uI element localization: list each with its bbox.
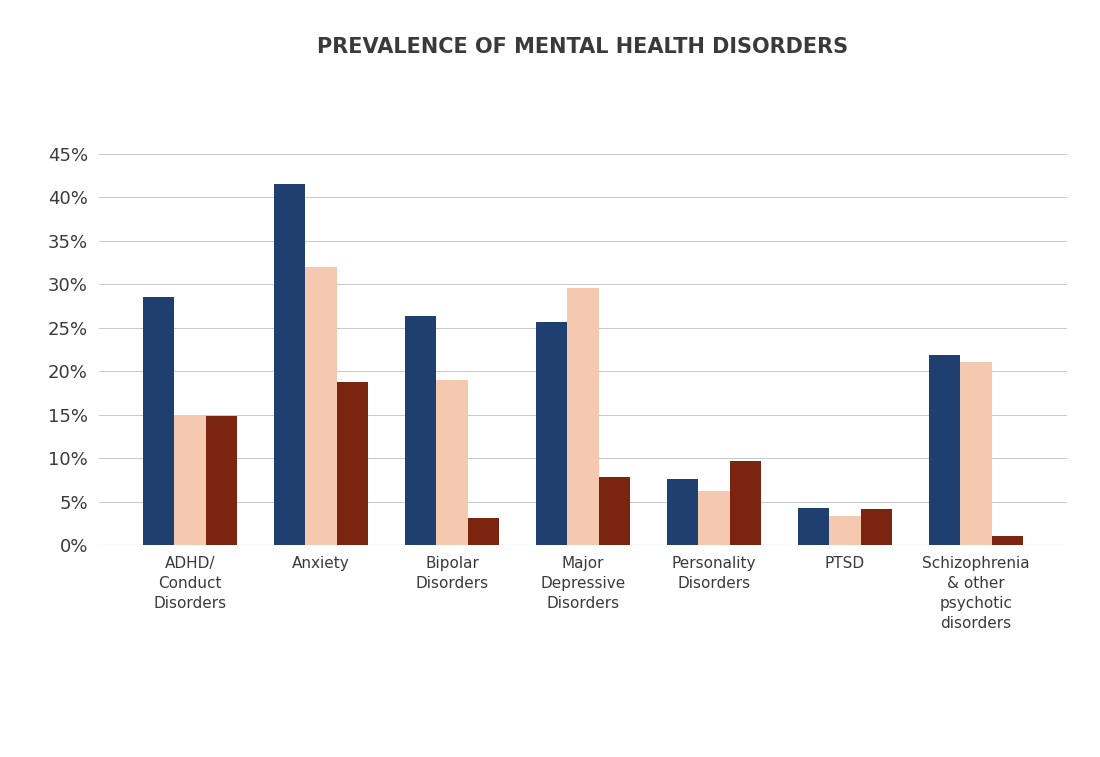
Bar bbox=[928, 354, 960, 545]
Bar bbox=[143, 298, 175, 545]
Bar bbox=[798, 508, 829, 545]
Bar bbox=[829, 516, 860, 545]
Bar bbox=[306, 266, 337, 545]
Bar bbox=[860, 509, 892, 545]
Bar bbox=[667, 479, 698, 545]
Bar bbox=[337, 382, 368, 545]
Bar bbox=[206, 416, 238, 545]
Bar bbox=[568, 288, 598, 545]
Bar bbox=[175, 415, 206, 545]
Bar bbox=[698, 491, 729, 545]
Bar bbox=[729, 461, 761, 545]
Bar bbox=[437, 380, 468, 545]
Bar bbox=[991, 537, 1023, 545]
Bar bbox=[598, 477, 630, 545]
Bar bbox=[536, 322, 568, 545]
Bar bbox=[468, 518, 499, 545]
Bar bbox=[960, 363, 991, 545]
Bar bbox=[274, 184, 306, 545]
Title: PREVALENCE OF MENTAL HEALTH DISORDERS: PREVALENCE OF MENTAL HEALTH DISORDERS bbox=[318, 37, 848, 57]
Bar bbox=[405, 316, 437, 545]
